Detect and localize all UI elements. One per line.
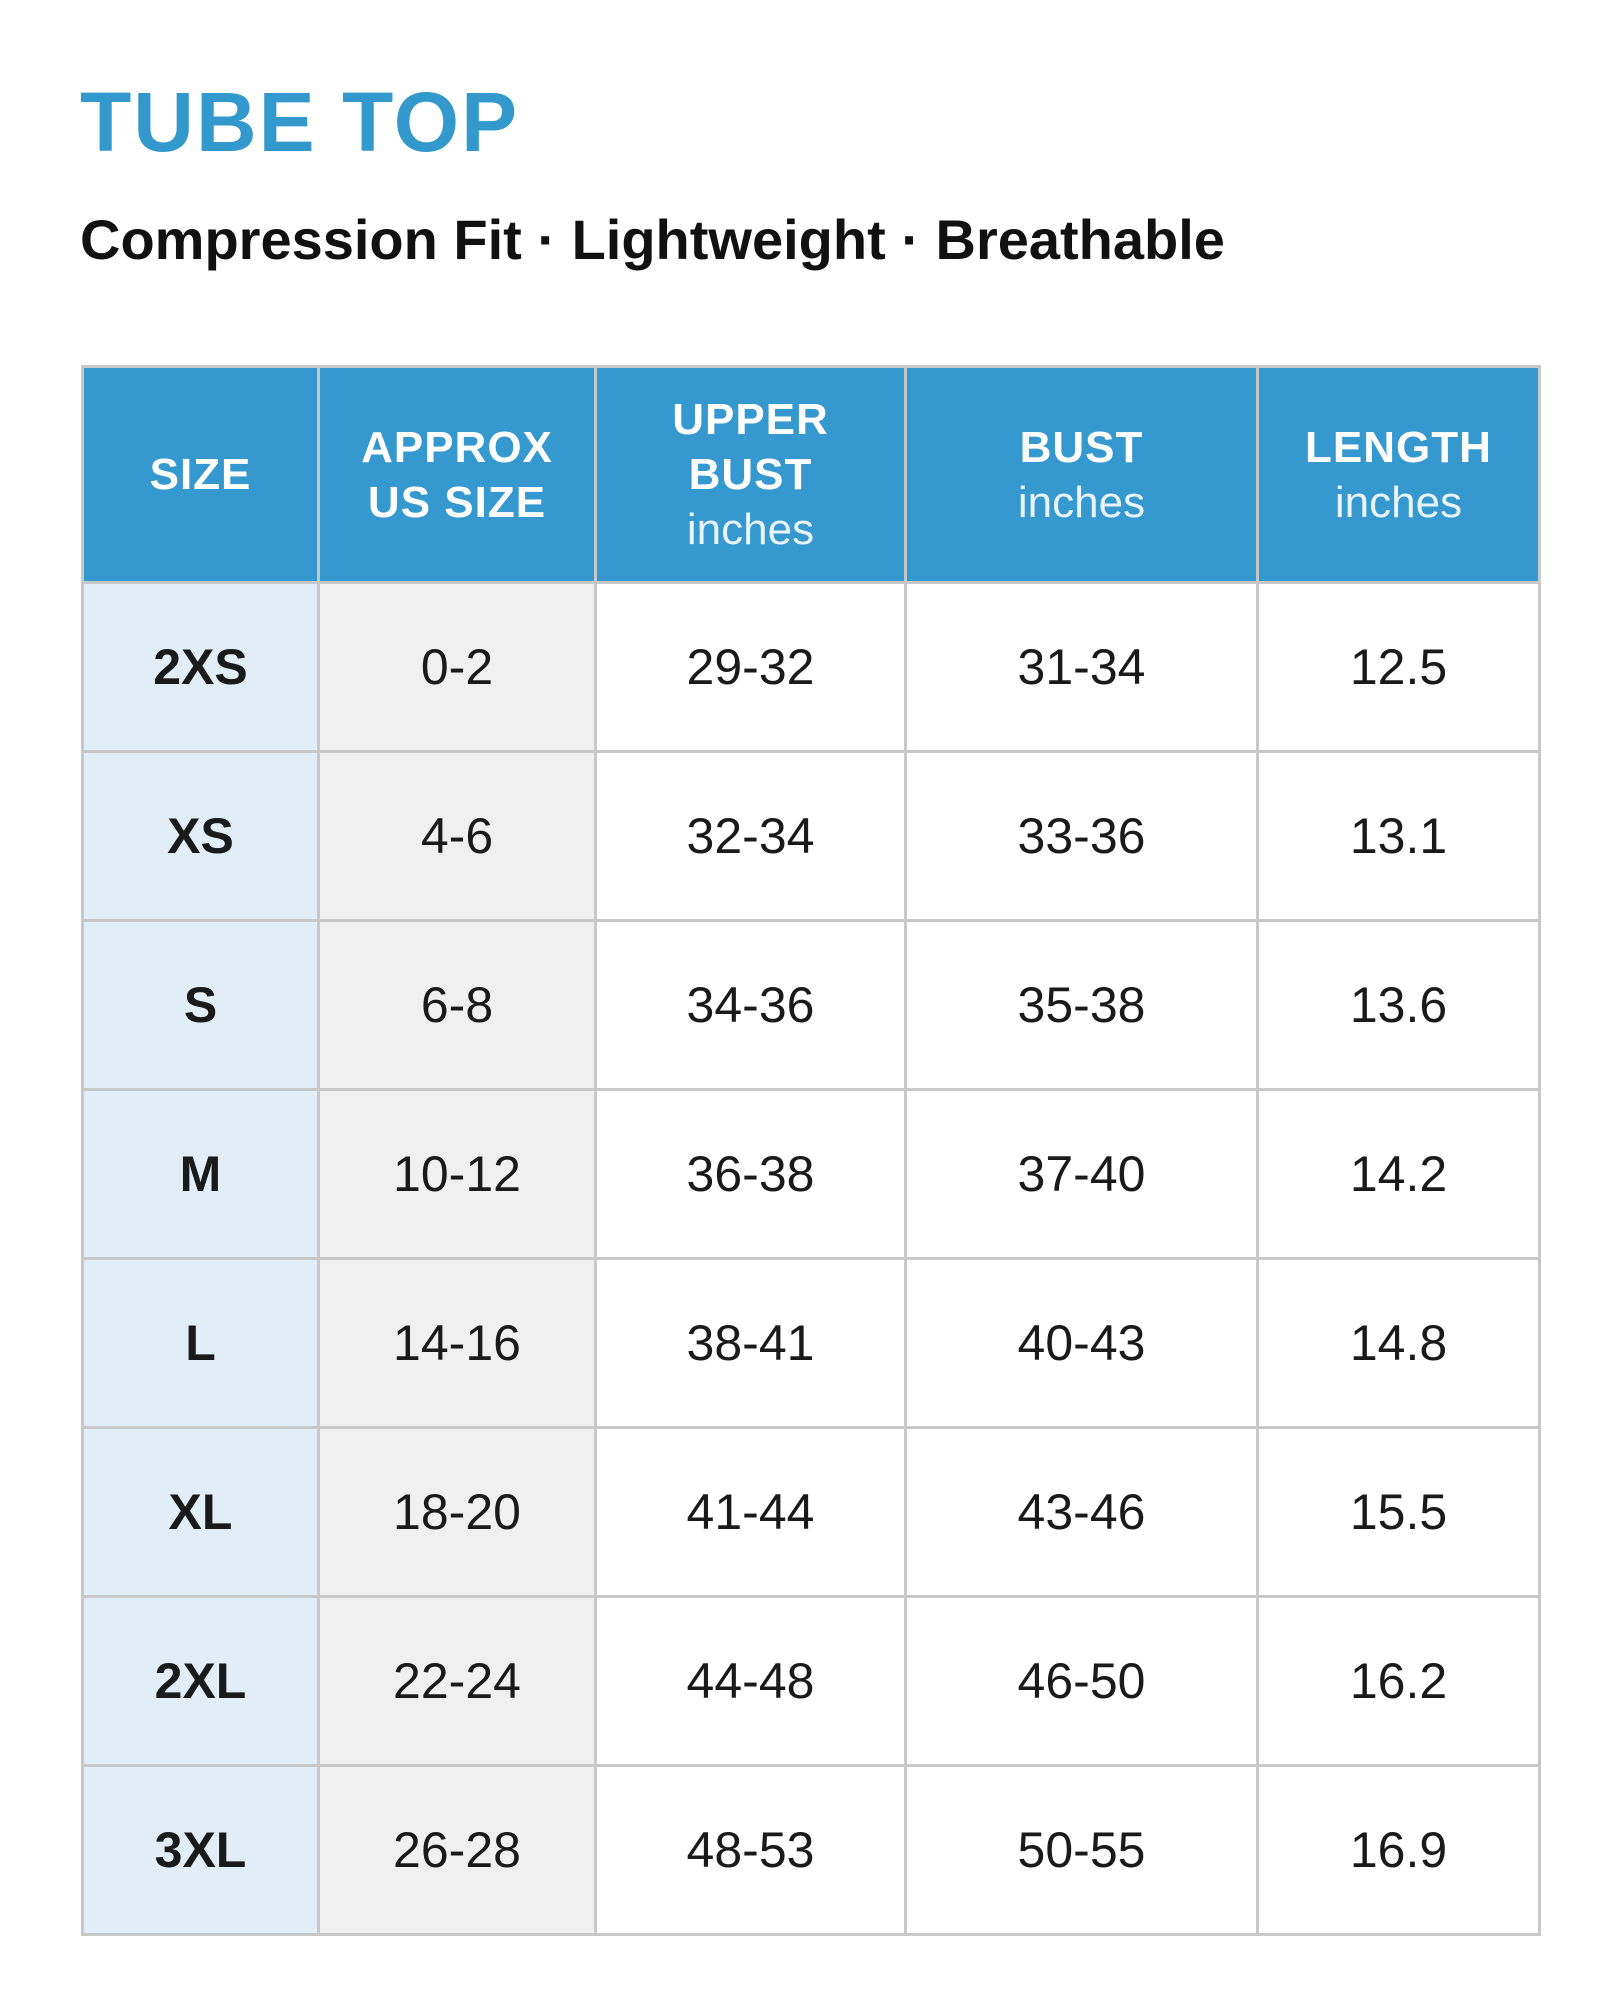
table-cell: 50-55	[904, 1764, 1259, 1936]
table-cell: 14-16	[317, 1257, 597, 1429]
table-cell: 43-46	[904, 1426, 1259, 1598]
header-unit: inches	[686, 505, 815, 554]
column-header: BUST inches	[904, 365, 1259, 584]
table-cell: 32-34	[594, 750, 907, 922]
table-cell: 2XS	[81, 581, 320, 753]
column-header: APPROX US SIZE	[317, 365, 597, 584]
column-header: UPPER BUST inches	[594, 365, 907, 584]
header-text: US SIZE	[367, 477, 547, 527]
header-text: SIZE	[149, 450, 252, 499]
table-body: 2XS 0-2 29-32 31-34 12.5 XS 4-6 32-34 33-36 13.1 S…	[81, 581, 1541, 1936]
table-cell: 15.5	[1256, 1426, 1541, 1598]
table-cell: 2XL	[81, 1595, 320, 1767]
table-cell: 16.9	[1256, 1764, 1541, 1936]
table-cell: 14.2	[1256, 1088, 1541, 1260]
header-text: LENGTH	[1305, 422, 1492, 472]
table-row: 2XL 22-24 44-48 46-50 16.2	[81, 1595, 1541, 1767]
table-cell: XS	[81, 750, 320, 922]
table-cell: 29-32	[594, 581, 907, 753]
header-unit: inches	[1017, 477, 1146, 527]
table-cell: 4-6	[317, 750, 597, 922]
column-header: LENGTH inches	[1256, 365, 1541, 584]
table-cell: 14.8	[1256, 1257, 1541, 1429]
table-cell: 6-8	[317, 919, 597, 1091]
header-unit: inches	[1334, 477, 1463, 527]
table-cell: 13.1	[1256, 750, 1541, 922]
table-cell: 12.5	[1256, 581, 1541, 753]
table-row: XL 18-20 41-44 43-46 15.5	[81, 1426, 1541, 1598]
table-cell: M	[81, 1088, 320, 1260]
table-cell: S	[81, 919, 320, 1091]
table-cell: 31-34	[904, 581, 1259, 753]
table-cell: 38-41	[594, 1257, 907, 1429]
table-row: L 14-16 38-41 40-43 14.8	[81, 1257, 1541, 1429]
table-cell: 33-36	[904, 750, 1259, 922]
table-cell: 46-50	[904, 1595, 1259, 1767]
table-cell: 10-12	[317, 1088, 597, 1260]
header-text: BUST	[688, 450, 813, 499]
table-cell: 16.2	[1256, 1595, 1541, 1767]
table-cell: 48-53	[594, 1764, 907, 1936]
header-text: BUST	[1019, 422, 1144, 472]
header-row: SIZE APPROX US SIZE UPPER BUST inches BUST inch…	[81, 365, 1541, 584]
table-cell: 40-43	[904, 1257, 1259, 1429]
table-cell: 13.6	[1256, 919, 1541, 1091]
table-cell: 35-38	[904, 919, 1259, 1091]
table-cell: 34-36	[594, 919, 907, 1091]
table-cell: 37-40	[904, 1088, 1259, 1260]
header-text: APPROX	[361, 422, 553, 472]
table-cell: 44-48	[594, 1595, 907, 1767]
title: TUBE TOP	[80, 75, 520, 169]
table-cell: 0-2	[317, 581, 597, 753]
size-table: SIZE APPROX US SIZE UPPER BUST inches BUST inch…	[81, 365, 1541, 1936]
table-cell: 22-24	[317, 1595, 597, 1767]
table-row: XS 4-6 32-34 33-36 13.1	[81, 750, 1541, 922]
table-cell: XL	[81, 1426, 320, 1598]
table-row: M 10-12 36-38 37-40 14.2	[81, 1088, 1541, 1260]
table-cell: 41-44	[594, 1426, 907, 1598]
header-text: UPPER	[672, 395, 829, 444]
column-header: SIZE	[81, 365, 320, 584]
table-row: S 6-8 34-36 35-38 13.6	[81, 919, 1541, 1091]
subtitle: Compression Fit · Lightweight · Breathab…	[80, 208, 1225, 271]
table-cell: 36-38	[594, 1088, 907, 1260]
table-cell: L	[81, 1257, 320, 1429]
table-cell: 18-20	[317, 1426, 597, 1598]
table-row: 3XL 26-28 48-53 50-55 16.9	[81, 1764, 1541, 1936]
table-cell: 26-28	[317, 1764, 597, 1936]
table-cell: 3XL	[81, 1764, 320, 1936]
table-row: 2XS 0-2 29-32 31-34 12.5	[81, 581, 1541, 753]
